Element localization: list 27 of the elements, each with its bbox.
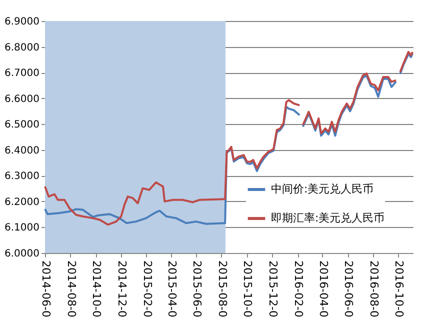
y-tick-label: 6.9000 (4, 16, 40, 28)
x-tick-label: 2016-06-0 (342, 260, 356, 318)
x-tick-label: 2014-12-0 (115, 260, 128, 318)
x-tick-label: 2015-10-0 (241, 260, 254, 318)
x-tick-label: 2015-12-0 (266, 260, 280, 318)
x-tick-label: 2016-02-0 (292, 260, 306, 318)
y-tick-label: 6.2000 (4, 196, 40, 208)
y-tick-label: 6.1000 (4, 222, 40, 234)
x-tick-label: 2015-06-0 (190, 260, 204, 318)
y-tick-label: 6.7000 (4, 68, 40, 80)
x-tick-label: 2015-08-0 (216, 260, 229, 318)
x-tick-label: 2014-10-0 (90, 260, 103, 318)
x-tick-label: 2015-04-0 (165, 260, 178, 318)
y-tick-label: 6.3000 (4, 171, 40, 182)
y-tick-label: 6.6000 (4, 94, 40, 105)
y-tick-label: 6.4000 (4, 145, 40, 156)
x-tick-label: 2015-02-0 (140, 260, 154, 318)
y-tick-label: 6.0000 (4, 248, 40, 260)
x-tick-label: 2014-06-0 (40, 260, 52, 318)
legend-label: 中间价:美元兑人民币 (271, 182, 374, 196)
x-tick-label: 2016-10-0 (392, 260, 406, 318)
x-tick-label: 2016-04-0 (316, 260, 330, 318)
y-tick-label: 6.8000 (4, 42, 40, 54)
x-tick-label: 2014-08-0 (64, 260, 78, 318)
legend-label: 即期汇率:美元兑人民币 (271, 212, 385, 224)
y-tick-label: 6.5000 (4, 120, 40, 131)
x-tick-label: 2016-08-0 (367, 260, 380, 318)
